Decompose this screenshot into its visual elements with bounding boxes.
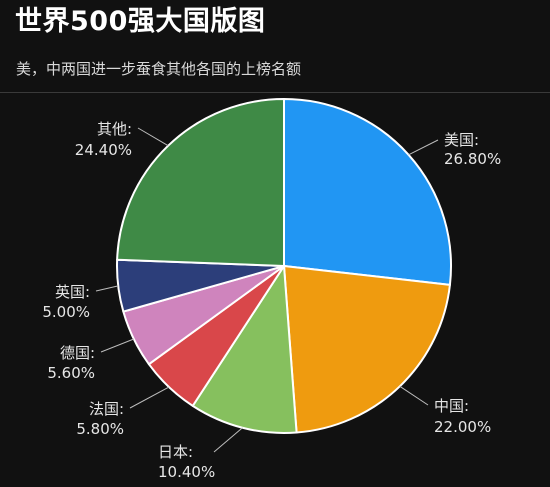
pie-slice (191, 265, 298, 434)
slice-label-name: 英国: (55, 283, 90, 301)
slice-label-value: 5.60% (47, 364, 95, 382)
header-divider (0, 92, 550, 93)
slice-labels: 美国:26.80% 中国: 22.00% 日本: 10.40% 法国: 5.80% 德国: 5.… (42, 120, 501, 481)
leader-line (129, 386, 170, 409)
leader-line (213, 427, 243, 453)
leader-line (137, 127, 169, 147)
slice-label-name: 美国: (444, 131, 479, 149)
slice-label-value: 5.80% (76, 420, 124, 438)
leader-lines (95, 127, 439, 453)
slice-label-name: 法国: (89, 400, 124, 418)
slice-label-name: 日本: (158, 443, 193, 461)
slice-label-name: 德国: (60, 344, 95, 362)
slice-label-value: 24.40% (75, 141, 132, 159)
leader-line (399, 385, 429, 406)
leader-line (408, 139, 439, 156)
slice-label-value: 10.40% (158, 463, 215, 481)
pie-slice (116, 98, 285, 267)
chart-title: 世界500强大国版图 (15, 6, 266, 37)
slice-label-value: 22.00% (434, 418, 491, 436)
pie-slice (283, 98, 452, 286)
slice-label-value: 26.80% (444, 150, 501, 168)
slice-label-name: 中国: (434, 397, 469, 415)
slice-label-name: 其他: (97, 120, 132, 138)
pie-slice (283, 265, 451, 434)
chart-subtitle: 美，中两国进一步蚕食其他各国的上榜名额 (16, 60, 302, 78)
pie-slices (116, 98, 452, 434)
slice-label-value: 5.00% (42, 303, 90, 321)
leader-line (95, 285, 119, 292)
leader-line (100, 338, 134, 353)
